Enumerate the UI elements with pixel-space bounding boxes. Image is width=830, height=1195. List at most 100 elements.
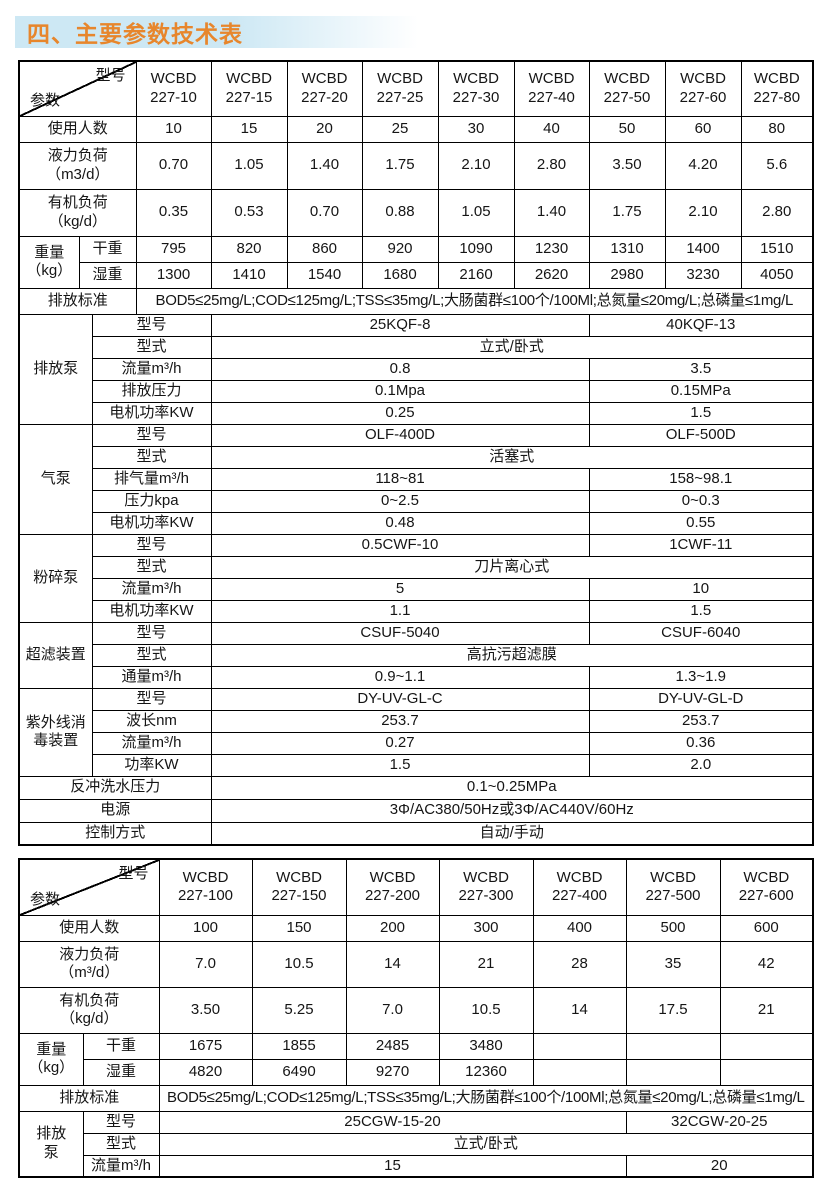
value-cell: CSUF-6040 [588,621,814,645]
model-header: WCBD 227-20 [286,60,363,117]
value-cell: 12360 [438,1058,534,1086]
table-row: 反冲洗水压力 0.1~0.25MPa [18,775,814,800]
value-cell: 150 [251,914,347,942]
table-row: 电源 3Φ/AC380/50Hz或3Φ/AC440V/60Hz [18,798,814,823]
value-cell: 920 [361,235,439,263]
table-row: 功率KW 1.5 2.0 [19,753,814,777]
value-cell: 20 [286,115,363,143]
model-header: WCBD 227-300 [438,858,534,916]
sub-label: 电机功率KW [91,401,212,425]
value-cell [719,1058,814,1086]
sub-label: 型式 [91,555,212,579]
value-cell: 立式/卧式 [158,1132,814,1156]
section-label: 超滤装置 [18,621,93,689]
sub-label: 排气量m³/h [91,467,212,491]
value-cell: 9270 [345,1058,440,1086]
table-row: 湿重 4820 6490 9270 12360 [19,1058,814,1086]
value-cell: 100 [158,914,253,942]
value-cell: 25KQF-8 [210,313,590,337]
sub-label: 压力kpa [91,489,212,513]
value-cell: 1410 [210,261,288,289]
row-label: 电源 [18,798,212,823]
model-header: WCBD 227-500 [625,858,721,916]
model-header: WCBD 227-200 [345,858,440,916]
table-row: 气泵 型号 OLF-400D OLF-500D [18,423,814,535]
model-header: WCBD 227-80 [740,60,814,117]
value-cell: 21 [438,940,534,988]
sub-label: 干重 [82,1032,160,1060]
value-cell: 0.55 [588,511,814,535]
table-row: 排放 泵型号 25CGW-15-20 32CGW-20-25 [18,1110,814,1178]
table-row: 型式 立式/卧式 [19,335,814,359]
section-label: 气泵 [18,423,93,535]
value-cell: 60 [664,115,742,143]
table-row: 流量m³/h 5 10 [19,577,814,601]
value-cell: 7.0 [345,986,440,1034]
row-label: 排放标准 [18,287,137,315]
model-header: WCBD 227-25 [361,60,439,117]
value-cell: 0.15MPa [588,379,814,403]
table-row: 使用人数 100 150 200 300 400 500 600 [18,914,814,942]
value-cell: 刀片离心式 [210,555,814,579]
value-cell [625,1058,721,1086]
value-cell: 118~81 [210,467,590,491]
value-cell: 0.88 [361,188,439,237]
value-cell [719,1032,814,1060]
sub-label: 型式 [91,445,212,469]
table-row: 流量m³/h 15 20 [19,1154,814,1178]
table-row: 压力kpa 0~2.5 0~0.3 [19,489,814,513]
table-row: 排放标准 BOD5≤25mg/L;COD≤125mg/L;TSS≤35mg/L;大… [18,1084,814,1112]
value-cell: 1.40 [286,141,363,190]
value-cell: 2.80 [513,141,590,190]
value-cell: 0.8 [210,357,590,381]
value-cell: 28 [532,940,627,988]
value-cell: 1230 [513,235,590,263]
value-cell: 300 [438,914,534,942]
row-label: 使用人数 [18,115,137,143]
value-cell: 15 [210,115,288,143]
value-cell: 1CWF-11 [588,533,814,557]
value-cell: 500 [625,914,721,942]
value-cell: 2.80 [740,188,814,237]
value-cell: 0.9~1.1 [210,665,590,689]
value-cell: 1400 [664,235,742,263]
table-row: 电机功率KW 1.1 1.5 [19,599,814,623]
value-cell: 0.36 [588,731,814,755]
value-cell [532,1032,627,1060]
model-header: WCBD 227-40 [513,60,590,117]
value-cell: 3Φ/AC380/50Hz或3Φ/AC440V/60Hz [210,798,814,823]
row-label: 有机负荷 （kg/d） [18,188,137,237]
table-row: 流量m³/h 0.8 3.5 [19,357,814,381]
value-cell: 17.5 [625,986,721,1034]
value-cell: 4050 [740,261,814,289]
value-cell: 1.75 [588,188,666,237]
table-row: 重量 （kg） 干重 795 820 860 920 1090 1230 1310 1400 151… [18,235,814,289]
sub-label: 流量m³/h [91,357,212,381]
sub-label: 型号 [91,687,212,711]
value-cell: 1.3~1.9 [588,665,814,689]
value-cell: 6490 [251,1058,347,1086]
value-cell: 795 [135,235,212,263]
value-cell: 3480 [438,1032,534,1060]
value-cell: 10 [135,115,212,143]
value-cell: 0.5CWF-10 [210,533,590,557]
page-title: 四、主要参数技术表 [27,21,243,47]
value-cell [532,1058,627,1086]
value-cell: 1090 [437,235,515,263]
value-cell: 1.75 [361,141,439,190]
section-label: 粉碎泵 [18,533,93,623]
value-cell: 1.05 [437,188,515,237]
sub-label: 型号 [91,621,212,645]
section-label: 排放泵 [18,313,93,425]
value-cell: 158~98.1 [588,467,814,491]
value-cell: 1675 [158,1032,253,1060]
row-label: 液力负荷 （m3/d） [18,141,137,190]
corner-label-model: 型号 [95,67,126,84]
table-row: 型号 参数 WCBD 227-10 WCBD 227-15 WCBD 227-20 WCB… [18,60,814,117]
table-row: 电机功率KW 0.25 1.5 [19,401,814,425]
value-cell: CSUF-5040 [210,621,590,645]
value-cell: 0.48 [210,511,590,535]
value-cell: 400 [532,914,627,942]
value-cell: 1.1 [210,599,590,623]
sub-label: 型号 [91,313,212,337]
